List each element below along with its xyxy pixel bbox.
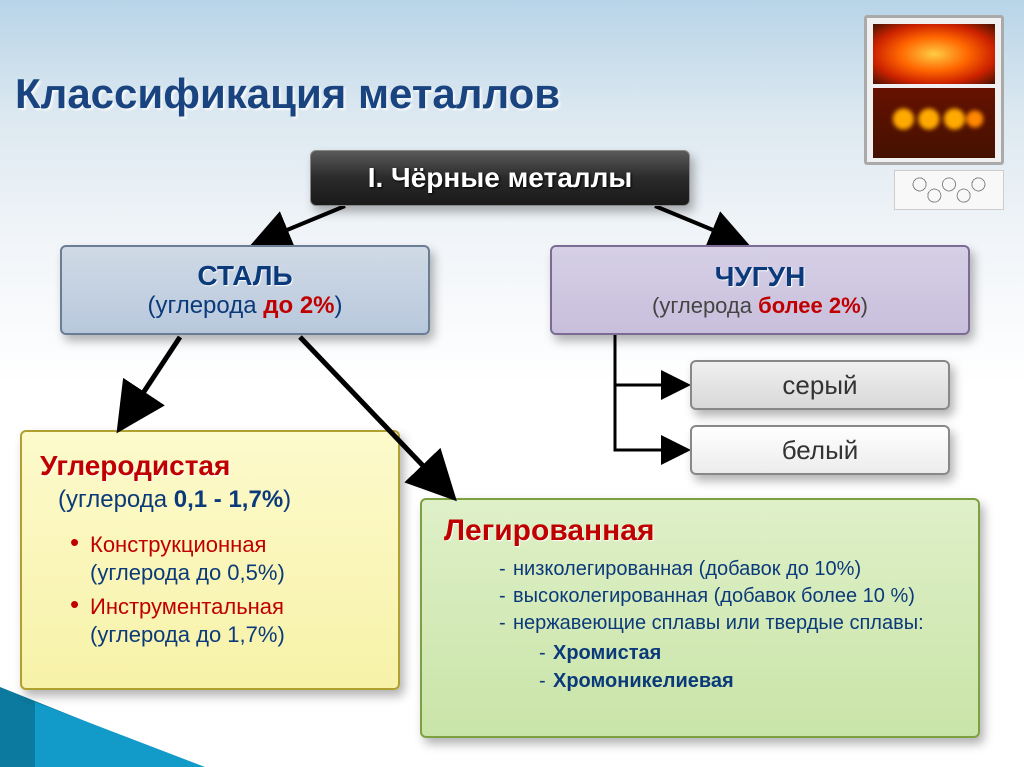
iron-white-label: белый xyxy=(782,435,859,466)
metal-molten-image xyxy=(873,88,995,158)
list-item: Инструментальная (углерода до 1,7%) xyxy=(70,594,386,648)
list-item: нержавеющие сплавы или твердые сплавы: xyxy=(499,610,964,637)
carbon-subheader: (углерода 0,1 - 1,7%) xyxy=(58,486,386,514)
node-root: I. Чёрные металлы xyxy=(310,150,690,206)
carbon-list: Конструкционная (углерода до 0,5%) Инстр… xyxy=(70,532,386,648)
slide-title: Классификация металлов xyxy=(15,70,560,118)
list-item: Хромистая xyxy=(539,639,964,667)
decoration-triangle xyxy=(0,687,200,767)
list-item: низколегированная (добавок до 10%) xyxy=(499,556,964,583)
steel-subtitle: (углерода до 2%) xyxy=(147,292,342,320)
alloy-sublist: Хромистая Хромоникелиевая xyxy=(539,639,964,695)
metal-hot-image xyxy=(873,24,995,84)
node-carbon-steel: Углеродистая (углерода 0,1 - 1,7%) Конст… xyxy=(20,430,400,690)
node-alloy-steel: Легированная низколегированная (добавок … xyxy=(420,498,980,738)
decoration-hex-pattern xyxy=(894,170,1004,210)
node-iron: ЧУГУН (углерода более 2%) xyxy=(550,245,970,335)
list-item: Конструкционная (углерода до 0,5%) xyxy=(70,532,386,586)
list-item: Хромоникелиевая xyxy=(539,667,964,695)
carbon-header: Углеродистая xyxy=(40,450,386,482)
alloy-list: низколегированная (добавок до 10%) высок… xyxy=(499,556,964,637)
node-steel: СТАЛЬ (углерода до 2%) xyxy=(60,245,430,335)
iron-title: ЧУГУН xyxy=(715,261,806,293)
iron-subtitle: (углерода более 2%) xyxy=(652,293,868,319)
node-iron-grey: серый xyxy=(690,360,950,410)
node-root-label: I. Чёрные металлы xyxy=(368,162,633,194)
iron-grey-label: серый xyxy=(782,370,857,401)
list-item: высоколегированная (добавок более 10 %) xyxy=(499,583,964,610)
alloy-header: Легированная xyxy=(444,514,964,548)
corner-image-frame xyxy=(864,15,1004,165)
node-iron-white: белый xyxy=(690,425,950,475)
steel-title: СТАЛЬ xyxy=(197,260,292,292)
